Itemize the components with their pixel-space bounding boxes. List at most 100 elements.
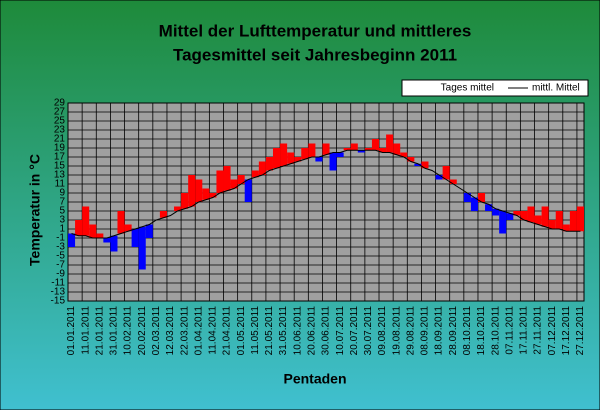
- x-tick-label: 19.08.2011: [391, 306, 402, 356]
- y-tick-label: 7: [59, 197, 65, 208]
- x-tick-label: 12.03.2011: [165, 306, 176, 356]
- deviation-bar: [329, 152, 337, 171]
- deviation-bar: [265, 157, 273, 171]
- deviation-bar: [117, 211, 125, 234]
- y-axis-label: Temperatur in °C: [27, 154, 43, 266]
- deviation-bar: [576, 206, 584, 232]
- x-tick-label: 07.12.2011: [547, 306, 558, 356]
- legend-label: mittl. Mittel: [532, 83, 580, 94]
- x-tick-label: 22.03.2011: [179, 306, 190, 356]
- y-tick-label: 3: [59, 215, 65, 226]
- y-tick-label: 27: [54, 107, 66, 118]
- deviation-bar: [244, 179, 252, 202]
- x-tick-label: 10.02.2011: [123, 306, 134, 356]
- deviation-bar: [280, 143, 288, 166]
- deviation-bar: [251, 170, 259, 178]
- deviation-bar: [110, 235, 118, 252]
- y-tick-label: -9: [56, 269, 65, 280]
- x-tick-label: 28.09.2011: [448, 306, 459, 356]
- x-tick-label: 31.01.2011: [109, 306, 120, 356]
- deviation-bar: [103, 238, 111, 243]
- legend: Tages mittel mittl. Mittel: [401, 79, 589, 97]
- y-tick-label: -7: [56, 260, 65, 271]
- deviation-bar: [68, 233, 76, 247]
- y-tick-label: -1: [56, 233, 65, 244]
- x-tick-label: 07.11.2011: [504, 306, 515, 355]
- x-tick-label: 20.06.2011: [307, 306, 318, 356]
- x-tick-label: 21.01.2011: [94, 306, 105, 356]
- y-tick-label: -13: [51, 287, 66, 298]
- deviation-bar: [470, 197, 478, 211]
- x-tick-label: 30.07.2011: [363, 306, 374, 356]
- y-tick-label: 25: [54, 116, 66, 127]
- chart-title: Mittel der Lufttemperatur und mittleres: [159, 21, 472, 40]
- y-tick-label: -15: [51, 296, 66, 307]
- deviation-bar: [527, 206, 535, 223]
- x-tick-label: 28.10.2011: [490, 306, 501, 356]
- x-tick-label: 29.08.2011: [405, 306, 416, 356]
- deviation-bar: [145, 224, 153, 238]
- deviation-bar: [534, 215, 542, 225]
- x-tick-label: 11.01.2011: [80, 306, 91, 355]
- deviation-bar: [96, 233, 104, 238]
- x-tick-label: 11.05.2011: [250, 306, 261, 355]
- deviation-bar: [393, 143, 401, 155]
- x-tick-label: 02.03.2011: [151, 306, 162, 356]
- deviation-bar: [202, 188, 210, 200]
- deviation-bar: [421, 161, 429, 169]
- deviation-bar: [506, 213, 514, 220]
- y-tick-label: 21: [54, 134, 66, 145]
- deviation-bar: [322, 143, 330, 155]
- deviation-bar: [386, 134, 394, 153]
- y-tick-label: 15: [54, 161, 66, 172]
- legend-label: Tages mittel: [441, 83, 494, 94]
- y-tick-label: 9: [59, 188, 65, 199]
- x-tick-label: 20.07.2011: [349, 306, 360, 356]
- y-tick-label: 29: [54, 98, 66, 109]
- deviation-bar: [379, 148, 387, 153]
- x-tick-label: 18.09.2011: [434, 306, 445, 356]
- deviation-bar: [449, 179, 457, 184]
- y-tick-label: 5: [59, 206, 65, 217]
- deviation-bar: [513, 211, 521, 216]
- deviation-bar: [188, 175, 196, 207]
- y-tick-label: -5: [56, 251, 65, 262]
- deviation-bar: [138, 226, 146, 270]
- y-tick-label: 1: [59, 224, 65, 235]
- y-tick-label: 11: [55, 179, 66, 190]
- chart-subtitle: Tagesmittel seit Jahresbeginn 2011: [173, 45, 457, 64]
- deviation-bar: [407, 157, 415, 162]
- y-tick-label: -3: [56, 242, 65, 253]
- y-tick-label: -11: [51, 278, 65, 289]
- deviation-bar: [315, 157, 323, 162]
- x-tick-label: 20.02.2011: [137, 306, 148, 356]
- deviation-bar: [216, 170, 224, 193]
- deviation-bar: [569, 211, 577, 232]
- deviation-bar: [237, 175, 245, 184]
- deviation-bar: [159, 211, 167, 218]
- deviation-bar: [364, 148, 372, 151]
- deviation-bar: [562, 224, 570, 232]
- deviation-bar: [195, 179, 203, 202]
- deviation-bar: [174, 206, 182, 211]
- deviation-bar: [75, 220, 83, 236]
- deviation-bar: [442, 166, 450, 180]
- x-tick-label: 10.07.2011: [335, 306, 346, 356]
- x-tick-label: 01.01.2011: [66, 306, 77, 356]
- deviation-bar: [181, 193, 189, 209]
- x-tick-label: 08.10.2011: [462, 306, 473, 356]
- x-tick-label: 11.04.2011: [208, 306, 219, 355]
- y-tick-label: 19: [54, 143, 66, 154]
- deviation-bar: [492, 208, 500, 216]
- y-tick-label: 23: [54, 125, 66, 136]
- x-tick-label: 18.10.2011: [476, 306, 487, 356]
- deviation-bar: [541, 206, 549, 227]
- deviation-bar: [209, 193, 217, 198]
- deviation-bar: [131, 229, 139, 247]
- deviation-bar: [477, 193, 486, 202]
- deviation-bar: [124, 224, 132, 232]
- deviation-bar: [336, 152, 344, 157]
- x-tick-label: 17.11.2011: [519, 306, 530, 355]
- deviation-bar: [230, 179, 238, 189]
